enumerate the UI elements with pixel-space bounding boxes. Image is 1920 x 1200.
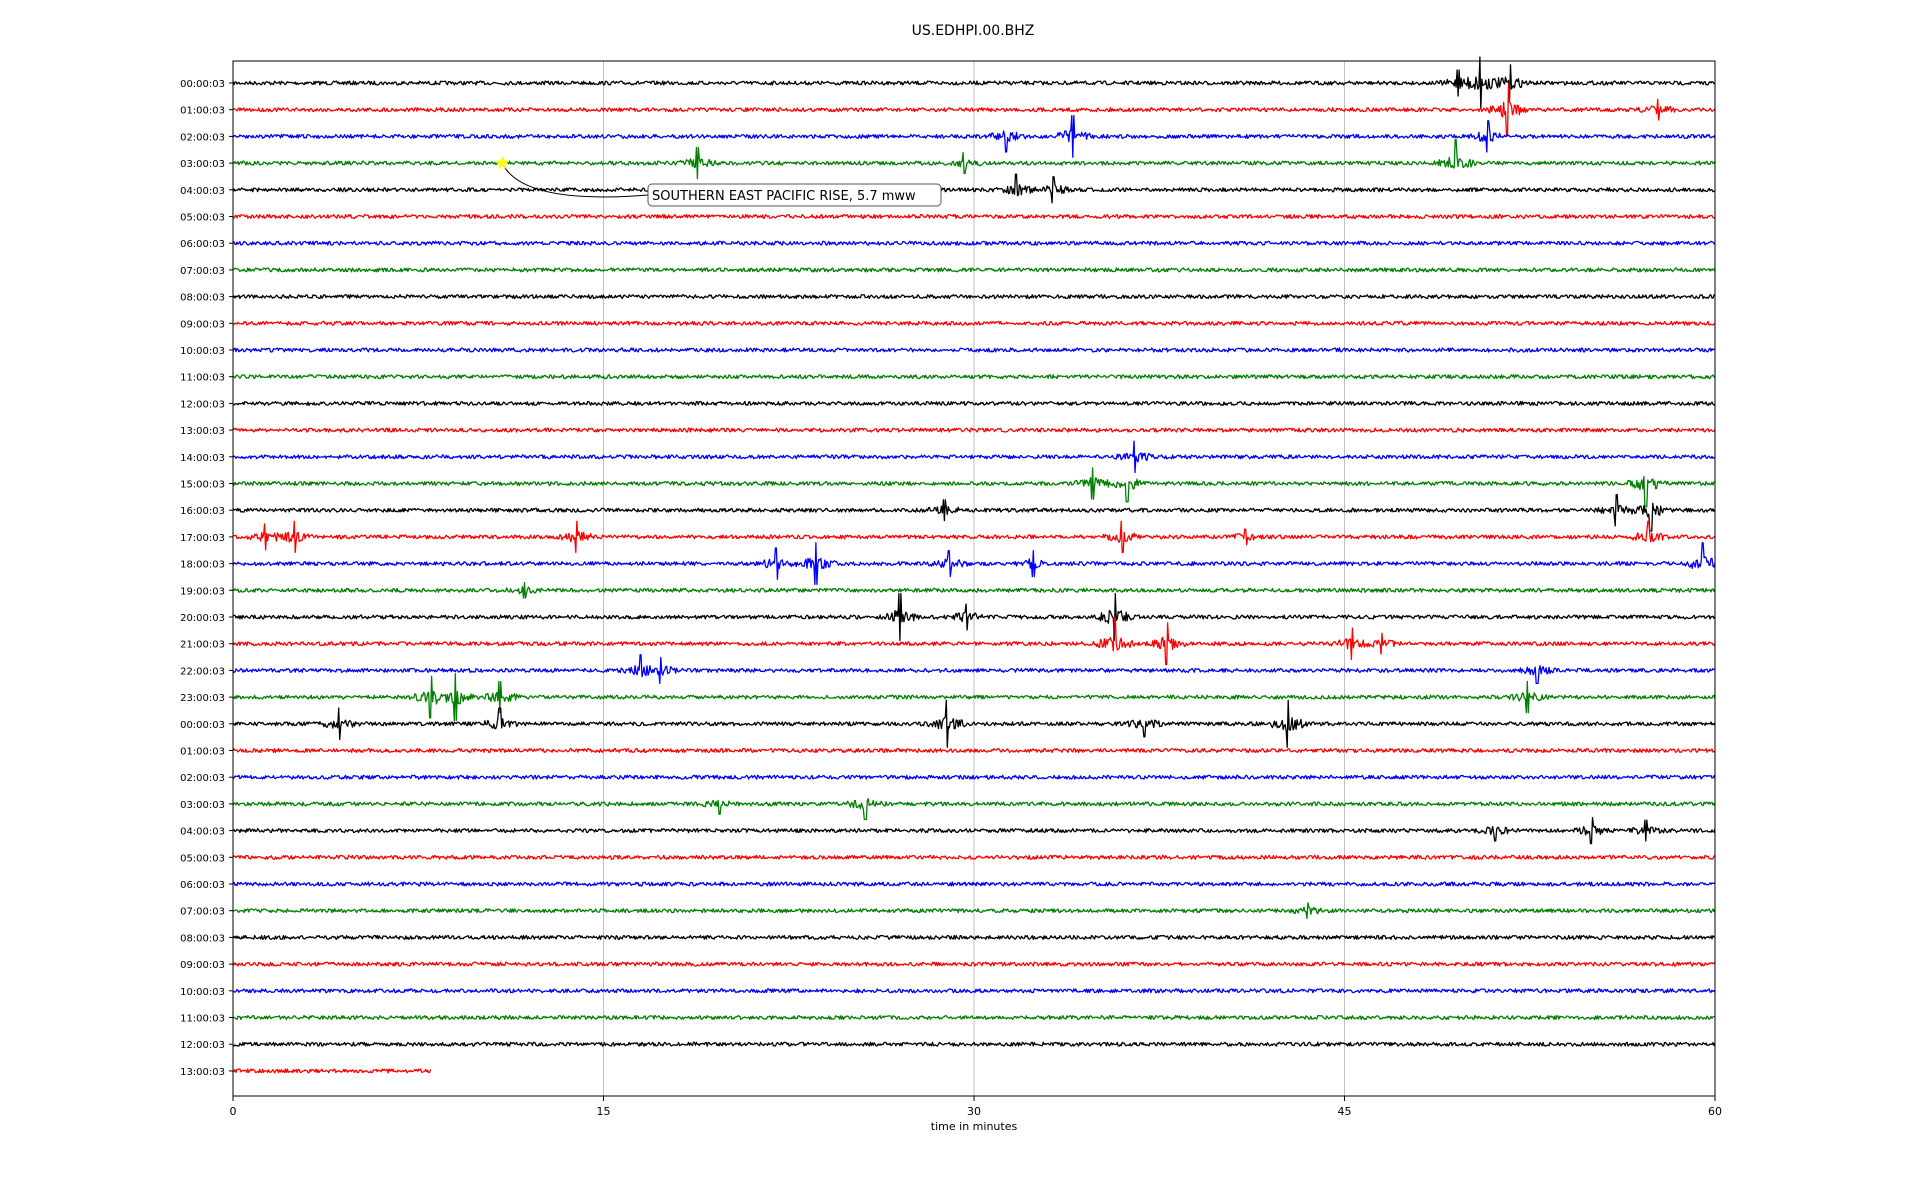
- trace-row: [232, 267, 1716, 273]
- row-label: 05:00:03: [180, 853, 225, 864]
- trace-row: [232, 854, 1716, 860]
- trace-row: [232, 467, 1716, 508]
- trace-row: [232, 427, 1716, 433]
- annotation-label: SOUTHERN EAST PACIFIC RISE, 5.7 mww: [652, 189, 916, 204]
- trace-row: [232, 213, 1716, 220]
- row-label: 04:00:03: [180, 186, 225, 197]
- trace-row: [232, 617, 1716, 666]
- trace-row: [232, 902, 1716, 920]
- row-label: 02:00:03: [180, 773, 225, 784]
- annotation-layer: SOUTHERN EAST PACIFIC RISE, 5.7 mww: [494, 155, 942, 207]
- row-label: 23:00:03: [180, 693, 225, 704]
- trace-row: [232, 747, 1716, 754]
- trace-row: [232, 699, 1716, 748]
- row-label: 07:00:03: [180, 266, 225, 277]
- row-label: 03:00:03: [180, 800, 225, 811]
- x-tick-label: 60: [1708, 1105, 1722, 1118]
- row-label: 22:00:03: [180, 666, 225, 677]
- x-tick-label: 0: [230, 1105, 237, 1118]
- trace-row: [232, 374, 1716, 380]
- trace-row: [232, 673, 1716, 722]
- row-label: 00:00:03: [180, 79, 225, 90]
- trace-row: [232, 542, 1716, 586]
- annotation-box: [647, 183, 942, 207]
- trace-row: [232, 56, 1716, 110]
- trace-row: [232, 961, 1716, 967]
- x-axis: 0 15 30 45 60: [230, 1096, 1722, 1118]
- trace-row: [232, 493, 1716, 532]
- trace-row: [232, 139, 1716, 180]
- trace-row: [232, 581, 1716, 599]
- row-label: 06:00:03: [180, 239, 225, 250]
- row-label: 08:00:03: [180, 293, 225, 304]
- trace-row: [232, 173, 1716, 204]
- row-labels: 00:00:03 01:00:03 02:00:03 03:00:03 04:00:03…: [180, 79, 233, 1078]
- row-label: 03:00:03: [180, 159, 225, 170]
- gridlines: [603, 61, 1345, 1096]
- row-label: 21:00:03: [180, 640, 225, 651]
- row-label: 08:00:03: [180, 933, 225, 944]
- row-label: 01:00:03: [180, 106, 225, 117]
- row-label: 09:00:03: [180, 960, 225, 971]
- row-label: 11:00:03: [180, 1014, 225, 1025]
- x-axis-label: time in minutes: [931, 1120, 1018, 1133]
- row-label: 01:00:03: [180, 747, 225, 758]
- row-label: 04:00:03: [180, 827, 225, 838]
- row-label: 13:00:03: [180, 426, 225, 437]
- trace-row: [232, 592, 1716, 642]
- annotation-connector: [501, 162, 649, 198]
- chart-title: US.EDHPI.00.BHZ: [912, 23, 1035, 39]
- x-tick-label: 45: [1338, 1105, 1352, 1118]
- row-label: 15:00:03: [180, 480, 225, 491]
- row-label: 10:00:03: [180, 346, 225, 357]
- row-label: 12:00:03: [180, 1040, 225, 1051]
- row-label: 00:00:03: [180, 720, 225, 731]
- row-label: 05:00:03: [180, 213, 225, 224]
- trace-row: [232, 988, 1716, 994]
- row-label: 14:00:03: [180, 453, 225, 464]
- x-tick-label: 15: [597, 1105, 611, 1118]
- seismic-traces: [232, 56, 1716, 1074]
- trace-row: [232, 440, 1716, 474]
- trace-row: [232, 294, 1716, 300]
- row-label: 06:00:03: [180, 880, 225, 891]
- trace-row: [232, 881, 1716, 887]
- trace-row: [232, 816, 1716, 845]
- row-label: 16:00:03: [180, 506, 225, 517]
- event-star-marker: [494, 155, 510, 170]
- row-label: 11:00:03: [180, 373, 225, 384]
- trace-row: [232, 83, 1716, 137]
- trace-row: [232, 240, 1716, 246]
- trace-row: [232, 1014, 1716, 1021]
- trace-row: [232, 1068, 432, 1074]
- row-label: 20:00:03: [180, 613, 225, 624]
- row-label: 09:00:03: [180, 319, 225, 330]
- trace-row: [232, 654, 1715, 685]
- row-label: 17:00:03: [180, 533, 225, 544]
- row-label: 07:00:03: [180, 907, 225, 918]
- trace-row: [232, 320, 1716, 326]
- trace-row: [232, 774, 1716, 780]
- row-label: 02:00:03: [180, 132, 225, 143]
- trace-row: [232, 114, 1716, 158]
- row-label: 19:00:03: [180, 586, 225, 597]
- row-label: 12:00:03: [180, 399, 225, 410]
- row-label: 18:00:03: [180, 560, 225, 571]
- trace-row: [232, 347, 1715, 353]
- x-tick-label: 30: [967, 1105, 981, 1118]
- trace-row: [232, 934, 1716, 940]
- trace-row: [232, 1041, 1716, 1047]
- row-label: 10:00:03: [180, 987, 225, 998]
- trace-row: [232, 798, 1716, 821]
- trace-row: [232, 400, 1716, 406]
- row-label: 13:00:03: [180, 1067, 225, 1078]
- trace-row: [232, 520, 1716, 554]
